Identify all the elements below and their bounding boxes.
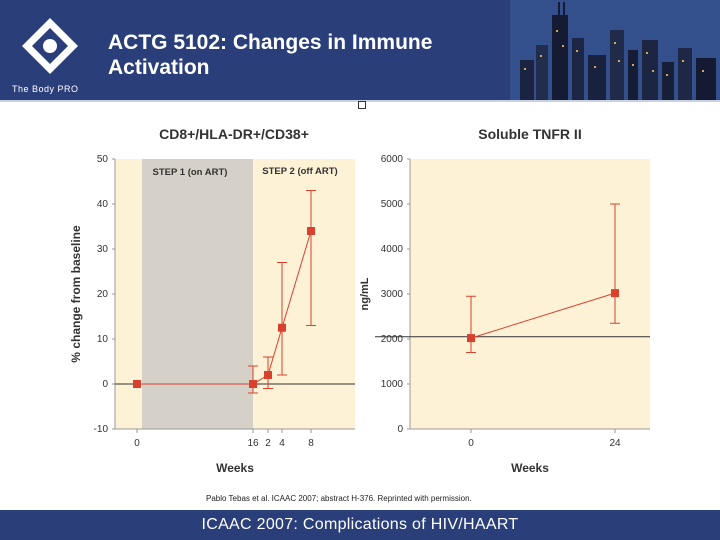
- slide-footer: ICAAC 2007: Complications of HIV/HAART: [0, 510, 720, 540]
- footer-text: ICAAC 2007: Complications of HIV/HAART: [201, 516, 519, 533]
- chart2-ytick-label: 1000: [381, 379, 404, 390]
- chart1-ytick-label: 20: [97, 289, 109, 300]
- chart2-ylabel: ng/mL: [359, 277, 371, 310]
- chart1-data-point: [278, 323, 286, 332]
- chart1-error-bar: [277, 262, 287, 376]
- chart1-ytick-label: 30: [97, 244, 109, 255]
- chart2-xlabel: Weeks: [511, 461, 549, 475]
- chart1-data-point: [133, 380, 141, 388]
- chart1-ytick-label: 40: [97, 199, 109, 210]
- chart2-data-point: [611, 289, 619, 298]
- chart1-error-bar: [306, 190, 316, 326]
- chart1-title: CD8+/HLA-DR+/CD38+: [159, 126, 309, 142]
- chart2-ytick-label: 2000: [381, 334, 404, 345]
- chart1-xtick-label: 0: [134, 438, 140, 449]
- logo-text: The Body PRO: [12, 84, 79, 94]
- chart2-series-line: [470, 292, 616, 339]
- chart1-step1-shaded-region: [142, 159, 253, 429]
- chart1-ytick-label: -10: [94, 424, 109, 435]
- chart2-title: Soluble TNFR II: [478, 126, 581, 142]
- chart2-error-bar: [610, 203, 620, 324]
- chart-area: CD8+/HLA-DR+/CD38+ % change from baselin…: [69, 126, 650, 475]
- chart1-data-point: [249, 380, 257, 388]
- chart2-xtick-label: 24: [609, 438, 621, 449]
- chart2-ytick-label: 4000: [381, 244, 404, 255]
- chart1-step1-label: STEP 1 (on ART): [153, 167, 228, 178]
- slide-title: ACTG 5102: Changes in Immune Activation: [108, 31, 433, 79]
- slide-marker: [358, 101, 366, 109]
- chart1-step2-label: STEP 2 (off ART): [262, 166, 337, 177]
- chart1-data-point: [307, 227, 315, 235]
- chart1-xtick-label: 16: [247, 438, 259, 449]
- chart2-ytick-label: 5000: [381, 199, 404, 210]
- chart1-xtick-label: 4: [279, 438, 285, 449]
- chart1-xlabel: Weeks: [216, 461, 254, 475]
- chart2-ytick-label: 0: [397, 424, 403, 435]
- chart1-xtick-label: 2: [265, 438, 271, 449]
- city-skyline-image: [510, 0, 720, 102]
- chart2-ytick-label: 3000: [381, 289, 404, 300]
- chart1-ytick-label: 50: [97, 154, 109, 165]
- chart1-ylabel: % change from baseline: [69, 225, 83, 363]
- chart1-ytick-label: 0: [102, 379, 108, 390]
- citation-text: Pablo Tebas et al. ICAAC 2007; abstract …: [206, 494, 472, 503]
- chart1-xtick-label: 8: [308, 438, 314, 449]
- chart1-ytick-label: 10: [97, 334, 109, 345]
- chart2-ytick-label: 6000: [381, 154, 404, 165]
- chart2-xtick-label: 0: [468, 438, 474, 449]
- chart2-error-bar: [466, 295, 476, 353]
- chart2-data-point: [467, 334, 475, 343]
- slide-header: The Body PRO ACTG 5102: Changes in Immun…: [0, 0, 720, 102]
- the-body-pro-logo: [22, 18, 78, 74]
- chart1-data-point: [264, 371, 272, 379]
- chart1-error-bar: [248, 365, 258, 394]
